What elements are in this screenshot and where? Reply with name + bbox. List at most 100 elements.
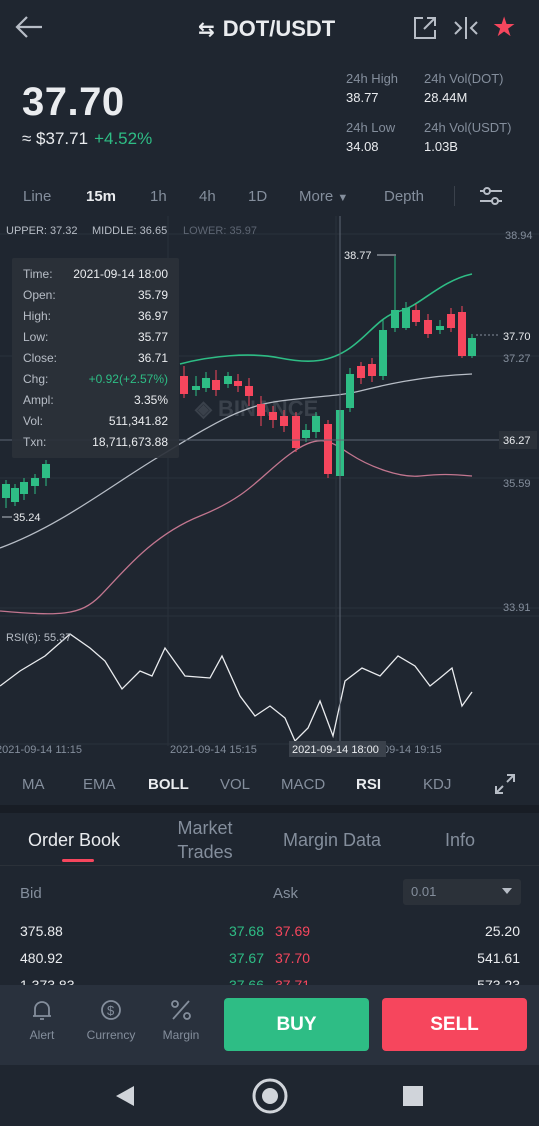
boll-upper-line <box>179 273 473 365</box>
fullscreen-arrows-icon <box>495 774 515 794</box>
y-axis-label: 33.91 <box>503 602 531 614</box>
low-label: 24h Low <box>346 120 396 135</box>
indicator-vol[interactable]: VOL <box>220 776 251 793</box>
tooltip-value: 18,711,673.88 <box>92 435 168 449</box>
fiat-value: ≈ $37.71 <box>22 129 89 148</box>
favorite-button[interactable]: ★ <box>492 14 520 42</box>
candle-up <box>379 330 387 376</box>
max-price-marker: 38.77 <box>344 250 372 262</box>
interval-1h[interactable]: 1h <box>150 188 167 205</box>
interval-depth[interactable]: Depth <box>384 188 425 205</box>
candle-up <box>20 482 28 494</box>
ask-quantity: 541.61 <box>477 950 520 966</box>
rsi-label: RSI(6): 55.37 <box>6 632 71 644</box>
sell-button[interactable]: SELL <box>382 998 527 1051</box>
boll-middle-label: MIDDLE: 36.65 <box>92 225 167 237</box>
boll-upper-label: UPPER: 37.32 <box>6 225 78 237</box>
tab-info[interactable]: Info <box>445 830 476 850</box>
tab-market-trades[interactable]: Market Trades <box>177 818 233 862</box>
candle-down <box>368 364 376 376</box>
tab-separator <box>0 865 539 866</box>
crosshair-time-box <box>289 741 386 757</box>
bid-price: 37.68 <box>228 923 264 939</box>
tooltip-value: 35.77 <box>138 330 168 344</box>
ask-price: 37.69 <box>275 923 311 939</box>
order-book-row[interactable]: 1,373.83 37.66 37.71 573.23 <box>0 977 539 985</box>
tooltip-label: Txn: <box>23 435 46 449</box>
fullscreen-button[interactable] <box>494 773 516 795</box>
interval-more[interactable]: More ▼ <box>299 188 348 205</box>
split-view-button[interactable] <box>452 16 480 40</box>
ohlc-tooltip <box>12 258 179 458</box>
indicator-macd[interactable]: MACD <box>281 776 326 793</box>
currency-button[interactable]: $ Currency <box>81 998 141 1042</box>
tooltip-label: Ampl: <box>23 393 54 407</box>
tooltip-value: 3.35% <box>134 393 168 407</box>
tooltip-value: +0.92(+2.57%) <box>89 372 168 386</box>
interval-line[interactable]: Line <box>23 188 52 205</box>
y-axis-label: 37.27 <box>503 353 531 365</box>
candlestick-chart[interactable]: ◈ BINANCE UPPER: 37.32 MIDDLE: 36.65 LOW… <box>0 216 539 766</box>
ask-price: 37.70 <box>275 950 311 966</box>
candle-up <box>192 386 200 390</box>
interval-4h[interactable]: 4h <box>199 188 216 205</box>
nav-back-icon[interactable] <box>114 1085 136 1107</box>
x-axis-label: 2021-09-14 15:15 <box>170 744 257 756</box>
back-button[interactable] <box>14 14 48 44</box>
nav-home-icon[interactable] <box>251 1077 289 1115</box>
candle-down <box>292 416 300 448</box>
indicator-ma[interactable]: MA <box>22 776 45 793</box>
interval-1d[interactable]: 1D <box>248 188 268 205</box>
tooltip-rows: Time: 2021-09-14 18:00 Open: 35.79 High: 36.9… <box>23 267 168 449</box>
bid-column-header: Bid <box>20 885 42 902</box>
percent-icon <box>171 1000 191 1020</box>
vol-base-value: 28.44M <box>424 90 468 105</box>
interval-more-label: More <box>299 188 334 205</box>
tab-margin-data[interactable]: Margin Data <box>283 830 382 850</box>
open-external-button[interactable] <box>413 16 437 40</box>
pair-title-text: DOT/USDT <box>222 16 336 41</box>
candle-down <box>424 320 432 334</box>
crosshair-price-label: 36.27 <box>503 435 531 447</box>
indicator-rsi[interactable]: RSI <box>356 776 382 793</box>
order-book-row[interactable]: 480.92 37.67 37.70 541.61 <box>0 950 539 974</box>
chart-settings-button[interactable] <box>479 185 503 207</box>
boll-lower-line <box>0 440 473 615</box>
bid-quantity: 1,373.83 <box>20 977 75 985</box>
buy-button[interactable]: BUY <box>224 998 369 1051</box>
tooltip-value: 36.71 <box>138 351 168 365</box>
tooltip-value: 35.79 <box>138 288 168 302</box>
candle-down <box>269 412 277 420</box>
interval-15m[interactable]: 15m <box>86 188 117 205</box>
tooltip-label: High: <box>23 309 51 323</box>
margin-label: Margin <box>162 1028 200 1042</box>
section-divider <box>0 805 539 813</box>
bell-icon <box>33 1001 51 1020</box>
candle-down <box>412 310 420 322</box>
alert-button[interactable]: Alert <box>12 998 72 1042</box>
tooltip-label: Open: <box>23 288 56 302</box>
precision-value: 0.01 <box>411 884 437 899</box>
nav-recents-icon[interactable] <box>403 1086 423 1106</box>
crosshair-price-box <box>499 431 537 449</box>
min-price-marker: 35.24 <box>13 512 41 524</box>
indicator-kdj[interactable]: KDJ <box>423 776 452 793</box>
margin-button[interactable]: Margin <box>151 998 211 1042</box>
rsi-line <box>0 633 473 743</box>
tooltip-value: 2021-09-14 18:00 <box>73 267 168 281</box>
candle-down <box>257 404 265 416</box>
candle-down <box>357 366 365 378</box>
candle-up <box>224 376 232 384</box>
ask-column-header: Ask <box>273 885 299 902</box>
split-view-icon <box>454 17 478 39</box>
tab-order-book[interactable]: Order Book <box>28 830 121 850</box>
pair-selector[interactable]: ⇆ DOT/USDT <box>198 16 335 42</box>
order-book-row[interactable]: 375.88 37.68 37.69 25.20 <box>0 923 539 947</box>
tooltip-value: 511,341.82 <box>109 414 168 428</box>
indicator-ema[interactable]: EMA <box>83 776 116 793</box>
precision-select[interactable]: 0.01 <box>403 879 521 905</box>
y-axis-label: 38.94 <box>505 230 533 242</box>
indicator-boll[interactable]: BOLL <box>148 776 189 793</box>
candle-down <box>458 312 466 356</box>
vol-quote-label: 24h Vol(USDT) <box>424 120 512 135</box>
